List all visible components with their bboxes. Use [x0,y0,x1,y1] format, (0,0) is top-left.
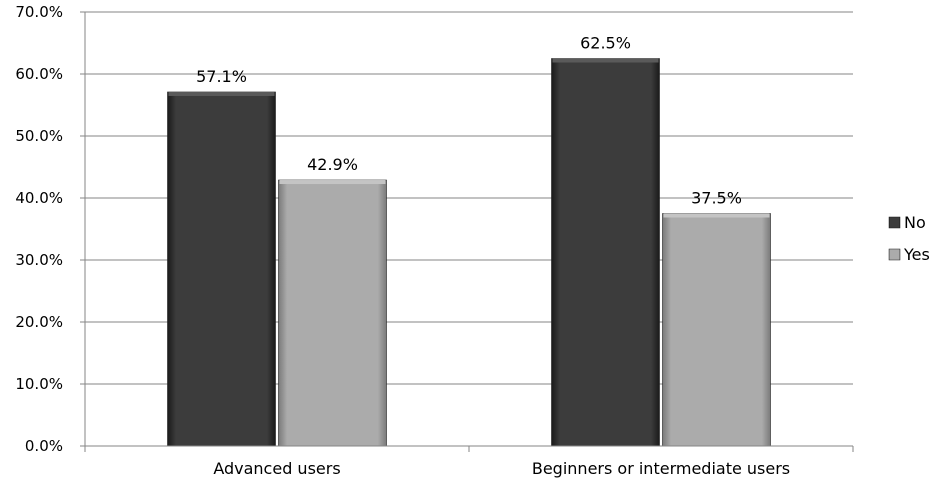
bars [167,58,771,447]
bar-no-2 [551,58,660,447]
y-tick-label: 20.0% [15,313,63,331]
bar-yes-2 [662,213,771,447]
x-axis: Advanced users Beginners or intermediate … [84,12,854,478]
y-tick-label: 60.0% [15,65,63,83]
data-label: 57.1% [196,67,247,86]
y-tick-label: 70.0% [15,3,63,21]
data-label: 62.5% [580,34,631,53]
y-tick-label: 0.0% [25,437,63,455]
data-labels: 57.1% 42.9% 62.5% 37.5% [196,34,742,208]
y-axis-ticks: 0.0% 10.0% 20.0% 30.0% 40.0% 50.0% 60.0% 70.0% [15,3,63,455]
y-tick-label: 50.0% [15,127,63,145]
y-tick-label: 40.0% [15,189,63,207]
bar-no-1 [167,91,276,447]
y-tick-label: 10.0% [15,375,63,393]
data-label: 42.9% [307,155,358,174]
legend-swatch-yes [888,248,901,261]
bar-top-bevel [168,91,275,96]
legend-label-no: No [904,213,926,232]
bar-top-bevel [663,213,770,218]
bar-yes-1 [278,179,387,447]
legend-swatch-no [888,216,901,229]
bar-top-bevel [279,180,386,185]
x-tick-label: Advanced users [213,459,340,478]
y-tick-label: 30.0% [15,251,63,269]
bar-top-bevel [552,58,659,63]
x-tick-label: Beginners or intermediate users [532,459,790,478]
data-label: 37.5% [691,189,742,208]
legend: No Yes [888,213,930,264]
legend-label-yes: Yes [903,245,930,264]
